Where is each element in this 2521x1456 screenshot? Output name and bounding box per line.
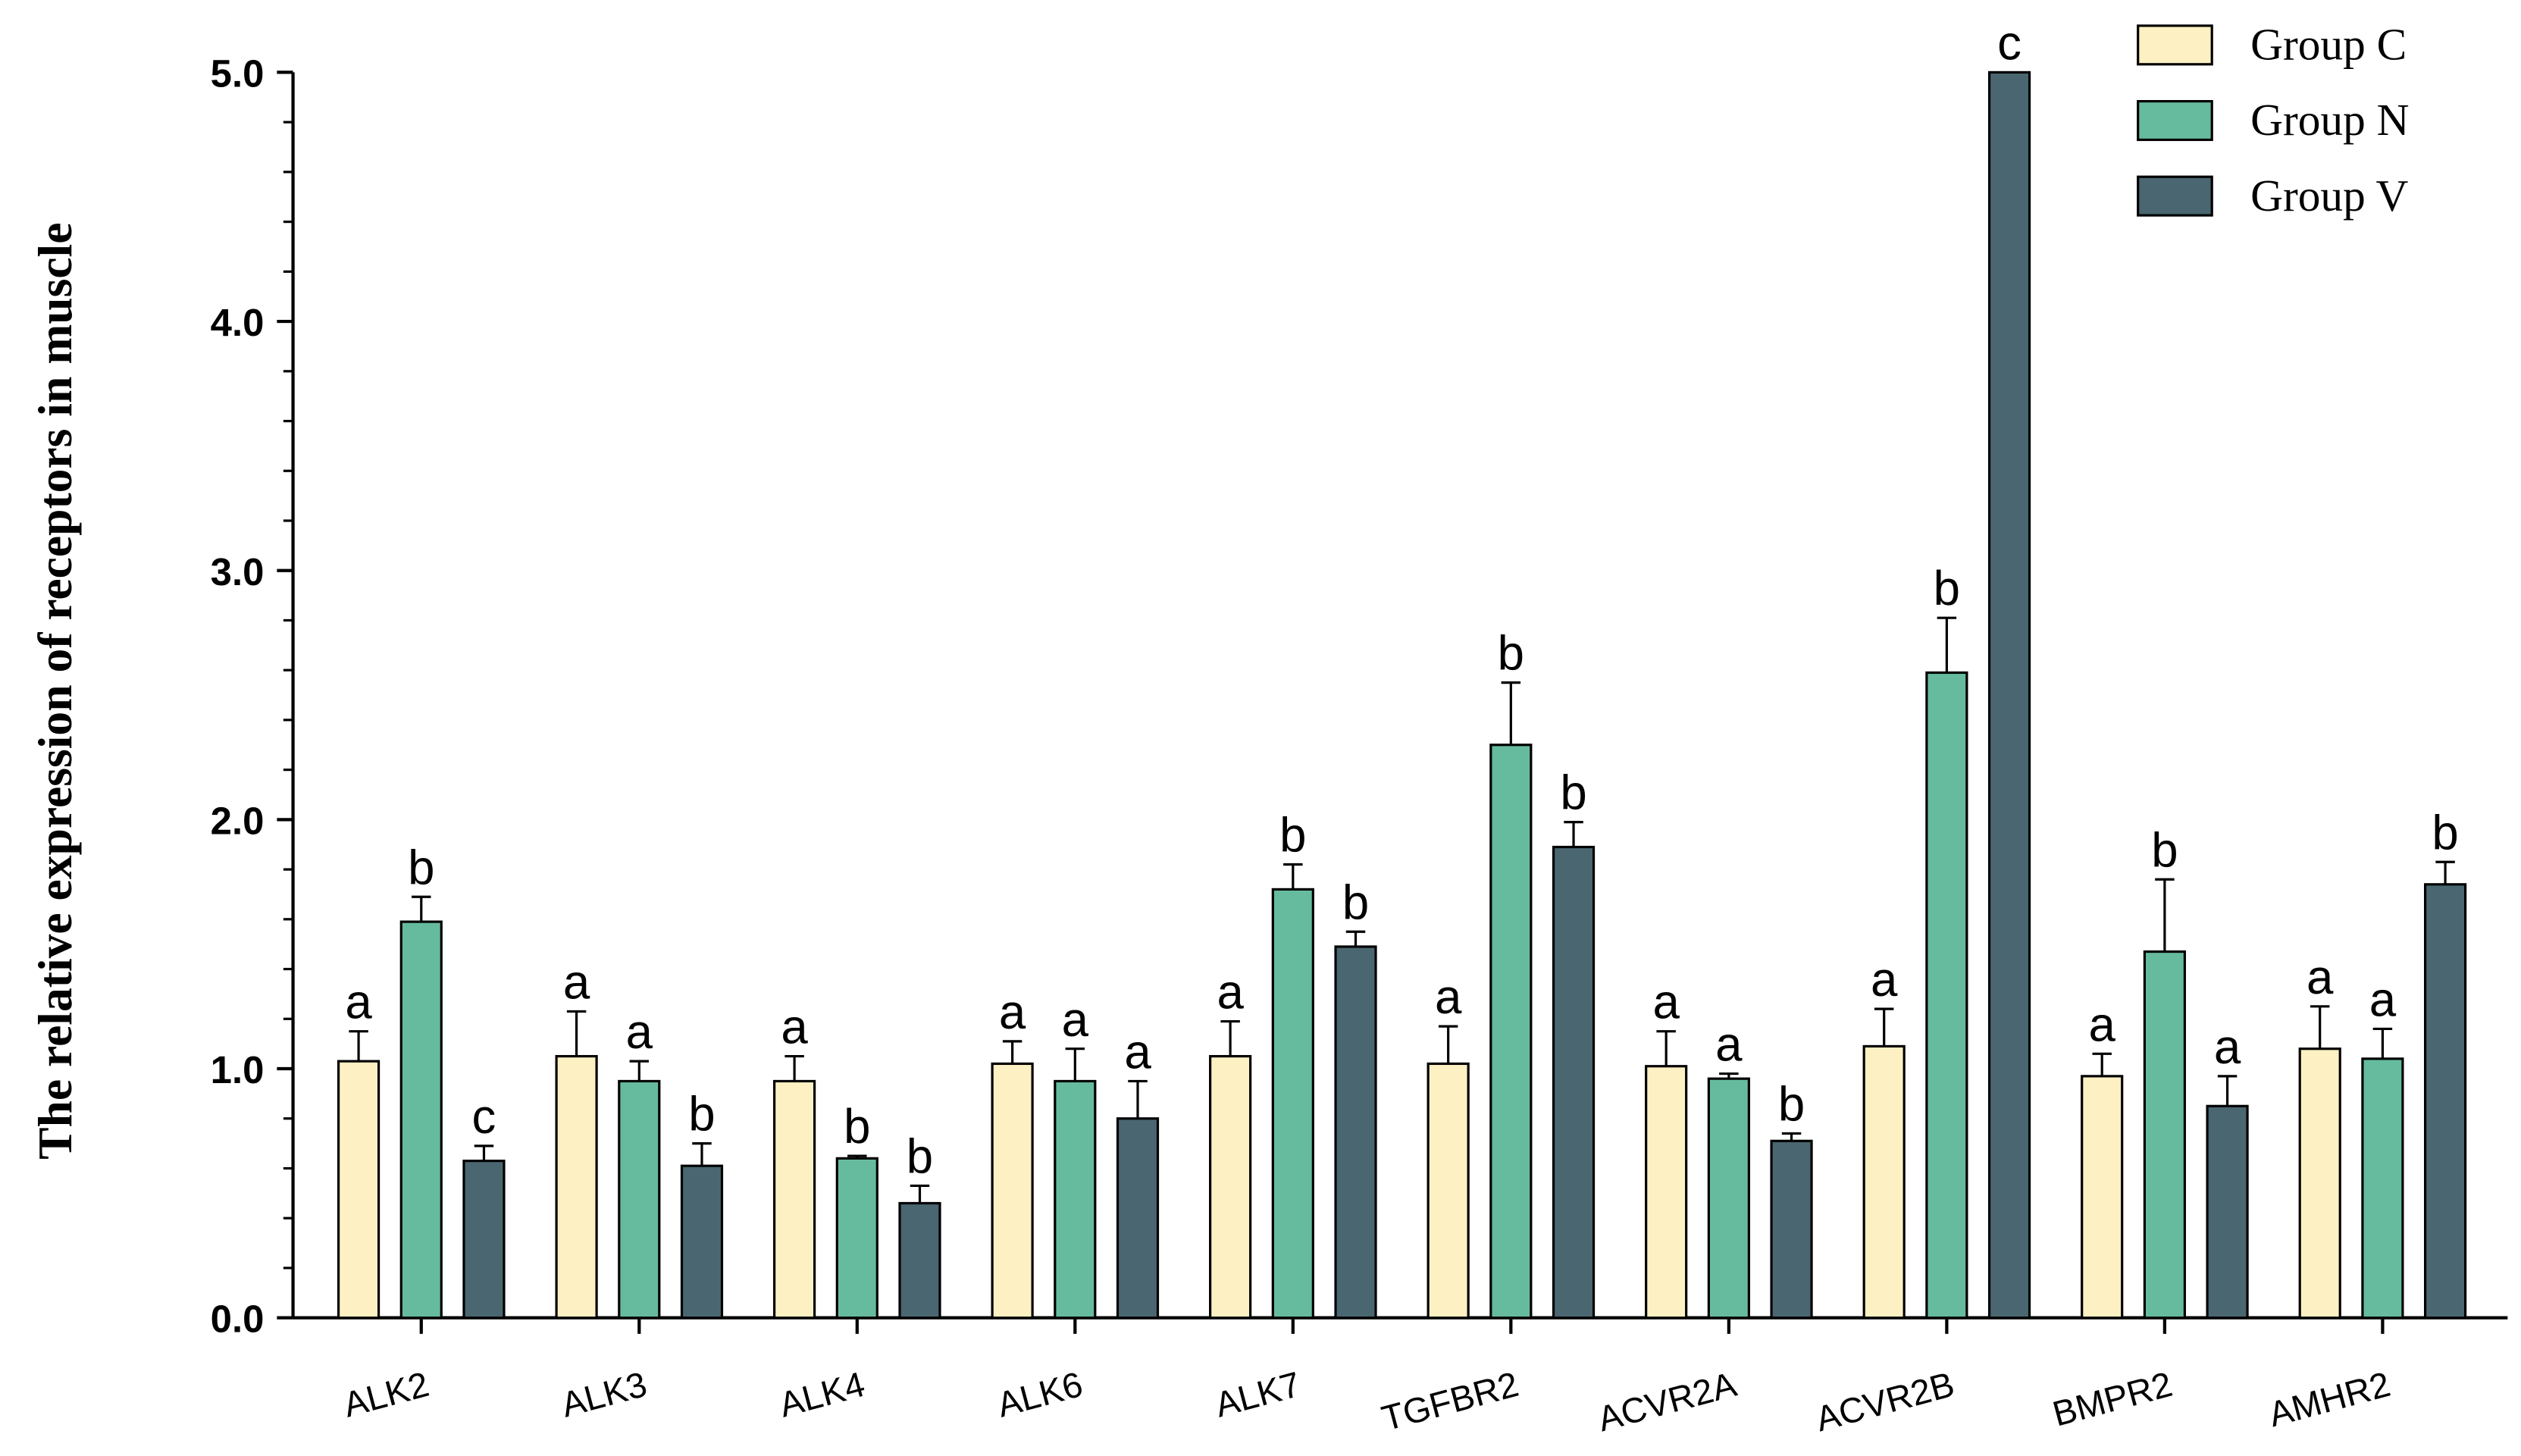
significance-letter: a	[781, 1000, 808, 1054]
significance-letter: b	[907, 1130, 933, 1184]
bar	[618, 1079, 661, 1320]
significance-letter: b	[408, 841, 434, 894]
bar	[1209, 1054, 1252, 1320]
significance-letter: a	[1217, 966, 1244, 1019]
legend-label: Group N	[2250, 95, 2409, 145]
x-tick-label: BMPR2	[2049, 1364, 2177, 1434]
x-tick-label: TGFBR2	[1378, 1364, 1523, 1439]
bar	[2361, 1057, 2404, 1320]
significance-letter: b	[1279, 809, 1306, 863]
bar	[1707, 1077, 1750, 1320]
significance-letter: a	[345, 975, 372, 1029]
x-tick-label: ACVR2A	[1593, 1364, 1740, 1439]
significance-letter: a	[563, 955, 590, 1009]
x-tick-label: ALK4	[775, 1364, 869, 1425]
x-tick-label: ALK6	[993, 1364, 1087, 1425]
significance-letter: c	[1997, 16, 2021, 70]
legend-label: Group V	[2250, 171, 2408, 221]
bar	[1426, 1062, 1470, 1320]
y-tick-label: 0.0	[211, 1298, 265, 1341]
significance-letter: b	[1778, 1077, 1805, 1131]
legend-swatch	[2137, 99, 2213, 142]
y-tick-label: 1.0	[211, 1048, 265, 1091]
significance-letter: a	[2214, 1020, 2241, 1074]
significance-letter: a	[1124, 1025, 1151, 1079]
bar	[1925, 671, 1968, 1320]
significance-letter: b	[844, 1100, 870, 1154]
y-tick-label: 2.0	[211, 799, 265, 842]
significance-letter: a	[2089, 997, 2116, 1051]
y-axis-label: The relative expression of receptors in …	[28, 223, 82, 1160]
bar	[399, 920, 443, 1320]
bar	[1645, 1065, 1688, 1320]
x-tick-label: AMHR2	[2265, 1364, 2394, 1434]
y-tick-label: 5.0	[211, 52, 265, 95]
bar	[1054, 1079, 1097, 1320]
significance-letter: a	[1715, 1018, 1743, 1072]
significance-letter: a	[626, 1005, 653, 1059]
significance-letter: c	[472, 1090, 496, 1144]
significance-letter: a	[999, 985, 1026, 1039]
bar	[680, 1164, 724, 1320]
bar	[1489, 744, 1533, 1320]
bar	[2081, 1075, 2124, 1320]
bar	[1271, 888, 1314, 1320]
significance-letter: a	[2369, 972, 2397, 1026]
bar	[898, 1201, 941, 1320]
bar	[462, 1160, 506, 1320]
significance-letter: b	[688, 1088, 715, 1141]
bar	[2206, 1104, 2249, 1320]
bar	[1770, 1139, 1813, 1320]
bar	[2298, 1047, 2341, 1320]
significance-letter: a	[1062, 993, 1089, 1047]
bar	[1552, 845, 1596, 1320]
significance-letter: a	[1871, 953, 1898, 1007]
legend-swatch	[2137, 175, 2213, 217]
y-tick-label: 3.0	[211, 550, 265, 593]
bar	[1862, 1044, 1906, 1320]
significance-letter: b	[2432, 806, 2458, 860]
significance-letter: b	[1934, 562, 1960, 615]
bar	[1987, 70, 2031, 1320]
significance-letter: b	[2151, 823, 2178, 877]
y-tick-label: 4.0	[211, 301, 265, 344]
legend-label: Group C	[2250, 19, 2407, 69]
bar	[337, 1060, 380, 1320]
bar	[1116, 1117, 1160, 1320]
significance-letter: a	[2306, 950, 2334, 1004]
bar	[991, 1062, 1034, 1320]
legend-swatch	[2137, 24, 2213, 66]
bar	[773, 1079, 816, 1320]
significance-letter: b	[1342, 875, 1369, 929]
significance-letter: a	[1652, 975, 1680, 1029]
bar	[2143, 950, 2186, 1320]
significance-letter: b	[1560, 766, 1586, 820]
x-tick-label: ALK3	[557, 1364, 651, 1425]
significance-letter: a	[1435, 970, 1462, 1024]
x-tick-label: ACVR2B	[1812, 1364, 1959, 1439]
x-tick-label: ALK2	[339, 1364, 433, 1425]
x-tick-label: ALK7	[1211, 1364, 1305, 1425]
bar	[2423, 883, 2467, 1320]
bar	[1334, 945, 1377, 1320]
significance-letter: b	[1498, 627, 1524, 681]
bar	[555, 1054, 598, 1320]
bar	[835, 1157, 878, 1320]
